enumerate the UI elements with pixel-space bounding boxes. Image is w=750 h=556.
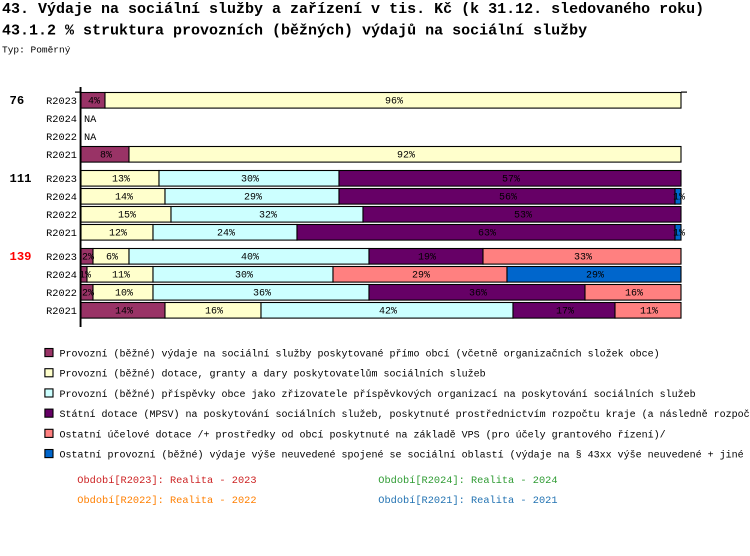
svg-text:16%: 16%	[625, 289, 643, 300]
svg-text:1%: 1%	[673, 229, 685, 240]
svg-text:15%: 15%	[118, 211, 136, 222]
svg-text:139: 139	[10, 250, 32, 264]
svg-text:R2022: R2022	[46, 132, 77, 144]
svg-text:40%: 40%	[241, 253, 259, 264]
svg-text:13%: 13%	[112, 175, 130, 186]
svg-text:14%: 14%	[115, 193, 133, 204]
svg-text:36%: 36%	[469, 289, 487, 300]
svg-text:96%: 96%	[385, 97, 403, 108]
svg-text:Období[R2021]: Realita - 2021: Období[R2021]: Realita - 2021	[378, 495, 557, 507]
svg-text:63%: 63%	[478, 229, 496, 240]
svg-text:56%: 56%	[499, 193, 517, 204]
svg-text:19%: 19%	[418, 253, 436, 264]
svg-text:17%: 17%	[556, 307, 574, 318]
svg-text:R2023: R2023	[46, 252, 77, 264]
svg-text:Ostatní účelové dotace /+ pros: Ostatní účelové dotace /+ prostředky od …	[60, 429, 666, 441]
svg-text:R2024: R2024	[46, 114, 77, 126]
svg-text:NA: NA	[84, 114, 97, 126]
svg-text:12%: 12%	[109, 229, 127, 240]
svg-text:30%: 30%	[235, 271, 253, 282]
svg-text:1%: 1%	[79, 271, 91, 282]
svg-text:R2023: R2023	[46, 96, 77, 108]
svg-text:29%: 29%	[244, 193, 262, 204]
svg-text:R2023: R2023	[46, 174, 77, 186]
svg-text:R2024: R2024	[46, 192, 77, 204]
svg-text:16%: 16%	[205, 307, 223, 318]
svg-text:32%: 32%	[259, 211, 277, 222]
svg-text:43.1.2 % struktura provozních: 43.1.2 % struktura provozních (běžných) …	[2, 23, 587, 40]
svg-text:111: 111	[10, 172, 32, 186]
svg-text:11%: 11%	[112, 271, 130, 282]
svg-text:Státní dotace (MPSV) na poskyt: Státní dotace (MPSV) na poskytování soci…	[60, 409, 750, 421]
svg-text:42%: 42%	[379, 307, 397, 318]
svg-text:R2024: R2024	[46, 270, 77, 282]
svg-text:30%: 30%	[241, 175, 259, 186]
svg-text:R2021: R2021	[46, 150, 77, 162]
svg-text:36%: 36%	[253, 289, 271, 300]
svg-text:57%: 57%	[502, 175, 520, 186]
svg-text:24%: 24%	[217, 229, 235, 240]
svg-text:33%: 33%	[574, 253, 592, 264]
svg-text:R2021: R2021	[46, 306, 77, 318]
svg-text:Provozní (běžné) dotace, grant: Provozní (běžné) dotace, granty a dary p…	[60, 368, 486, 381]
svg-text:10%: 10%	[115, 289, 133, 300]
svg-text:2%: 2%	[82, 253, 94, 264]
svg-text:Provozní (běžné) příspěvky obc: Provozní (běžné) příspěvky obce jako zři…	[60, 389, 696, 401]
svg-text:4%: 4%	[88, 97, 100, 108]
svg-text:29%: 29%	[586, 271, 604, 282]
svg-text:R2022: R2022	[46, 288, 77, 300]
svg-text:43. Výdaje na sociální služby: 43. Výdaje na sociální služby a zařízení…	[2, 1, 704, 18]
svg-text:8%: 8%	[100, 151, 112, 162]
svg-text:11%: 11%	[640, 307, 658, 318]
svg-text:Období[R2022]: Realita - 2022: Období[R2022]: Realita - 2022	[77, 495, 256, 507]
svg-text:92%: 92%	[397, 151, 415, 162]
svg-text:1%: 1%	[673, 193, 685, 204]
svg-text:53%: 53%	[514, 211, 532, 222]
svg-text:Období[R2024]: Realita - 2024: Období[R2024]: Realita - 2024	[378, 475, 557, 487]
svg-text:R2022: R2022	[46, 210, 77, 222]
svg-text:29%: 29%	[412, 271, 430, 282]
svg-text:2%: 2%	[82, 289, 94, 300]
svg-text:Ostatní provozní (běžné) výdaj: Ostatní provozní (běžné) výdaje výše neu…	[60, 450, 744, 462]
svg-text:Období[R2023]: Realita - 2023: Období[R2023]: Realita - 2023	[77, 475, 256, 487]
svg-text:Typ: Poměrný: Typ: Poměrný	[2, 45, 71, 56]
svg-text:R2021: R2021	[46, 228, 77, 240]
svg-text:14%: 14%	[115, 307, 133, 318]
svg-text:Provozní (běžné) výdaje na soc: Provozní (běžné) výdaje na sociální služ…	[60, 349, 660, 361]
svg-text:NA: NA	[84, 132, 97, 144]
svg-text:76: 76	[10, 94, 25, 108]
svg-text:6%: 6%	[106, 253, 118, 264]
